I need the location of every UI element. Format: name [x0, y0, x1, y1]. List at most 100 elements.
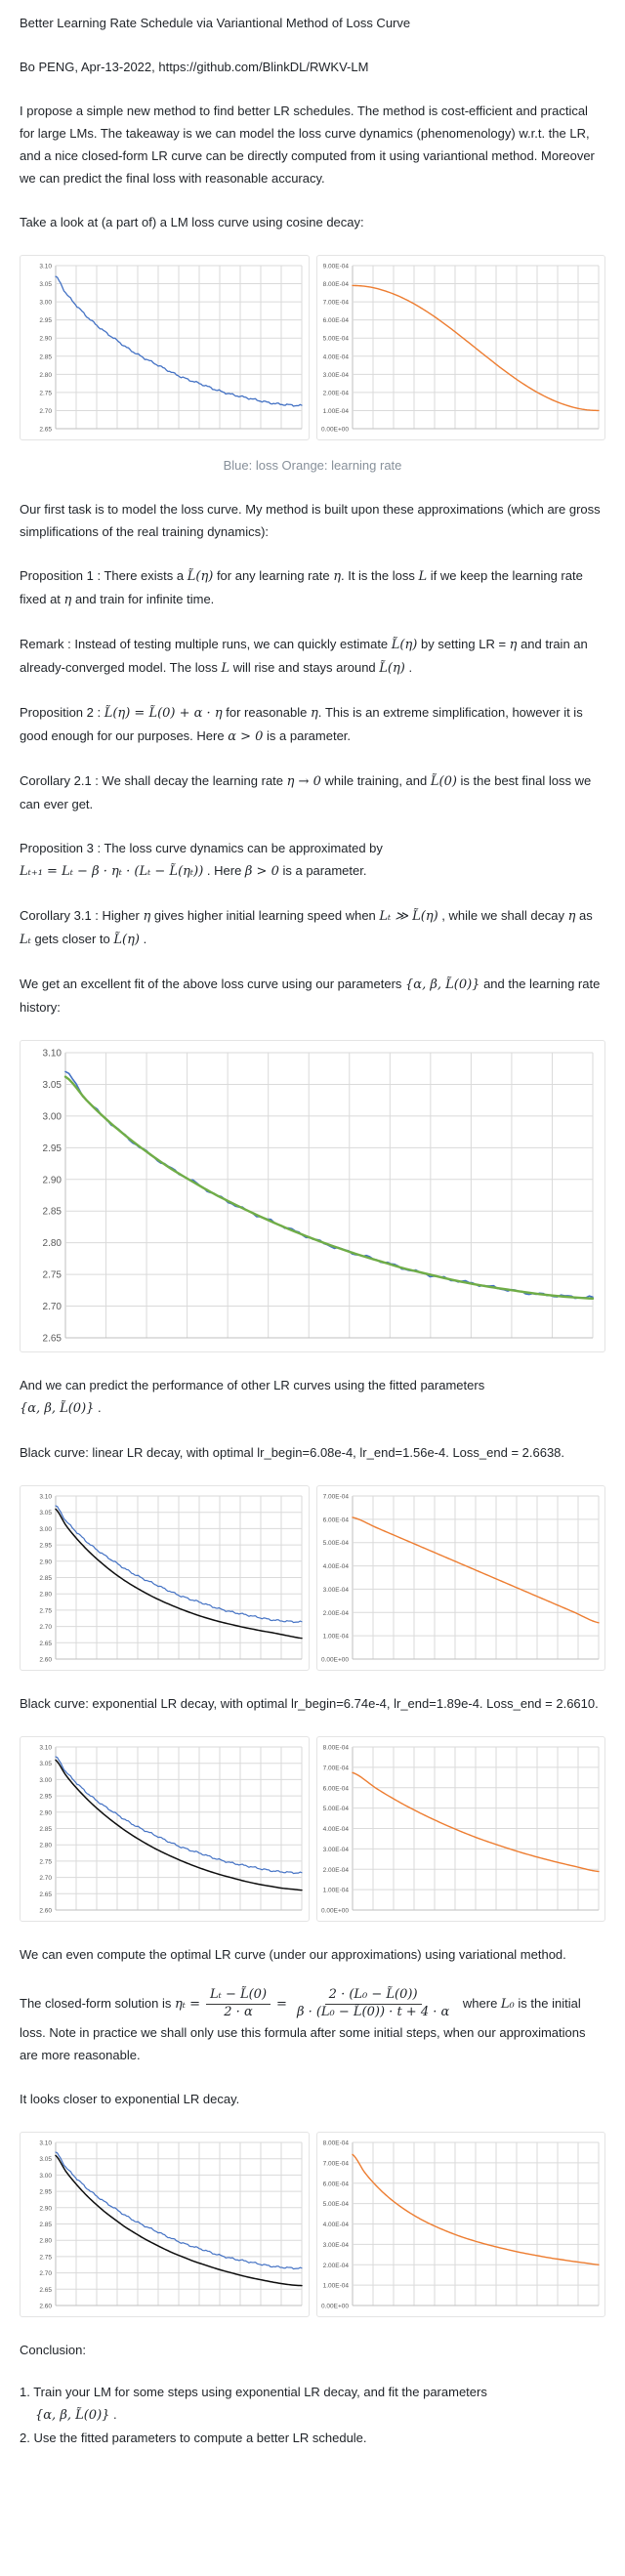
loss-chart-linear-pred: 3.10 3.05 3.00 2.95 2.90 2.85 2.80 2.75 2.70 2.65… — [20, 1485, 310, 1671]
document-page: Better Learning Rate Schedule via Varian… — [20, 16, 605, 2449]
svg-text:6.00E-04: 6.00E-04 — [322, 2181, 349, 2187]
conclusion-item-1: 1. Train your LM for some steps using ex… — [20, 2384, 487, 2423]
svg-text:2.70: 2.70 — [39, 1624, 52, 1631]
svg-text:2.00E-04: 2.00E-04 — [322, 390, 349, 396]
paragraph-variational: We can even compute the optimal LR curve… — [20, 1947, 566, 1962]
inline-math: L̃(η) — [391, 638, 418, 652]
svg-text:2.65: 2.65 — [43, 1334, 62, 1345]
chart-pair-exponential: 3.10 3.05 3.00 2.95 2.90 2.85 2.80 2.75 2.70 2.65… — [20, 1736, 605, 1922]
svg-text:2.75: 2.75 — [39, 390, 52, 396]
inline-math: L̃(η) — [379, 661, 405, 676]
inline-math: = — [276, 1996, 287, 2012]
svg-text:2.85: 2.85 — [39, 2222, 52, 2228]
svg-text:1.00E-04: 1.00E-04 — [322, 408, 349, 415]
inline-math: {α, β, L̃(0)} — [35, 2407, 110, 2423]
inline-math: α > 0 — [228, 729, 264, 744]
inline-math: L̃(0) — [430, 774, 457, 789]
paragraph-proposition-2: Proposition 2 : L̃(η) = L̃(0) + α · η fo… — [20, 705, 583, 744]
svg-text:2.95: 2.95 — [39, 2188, 52, 2195]
paragraph-intro: I propose a simple new method to find be… — [20, 104, 595, 186]
svg-text:2.80: 2.80 — [43, 1238, 62, 1249]
svg-text:1.00E-04: 1.00E-04 — [322, 2282, 349, 2289]
svg-text:1.00E-04: 1.00E-04 — [322, 1634, 349, 1641]
svg-text:4.00E-04: 4.00E-04 — [322, 1563, 349, 1570]
svg-text:3.05: 3.05 — [43, 1080, 62, 1091]
svg-text:2.65: 2.65 — [39, 2287, 52, 2294]
chart-row-fit: 3.10 3.05 3.00 2.95 2.90 2.85 2.80 2.75 2.70 2.65 — [20, 1040, 605, 1352]
paragraph-corollary-3-1: Corollary 3.1 : Higher η gives higher in… — [20, 908, 593, 947]
svg-text:3.00: 3.00 — [39, 1526, 52, 1533]
lr-chart-optimal: 8.00E-04 7.00E-04 6.00E-04 5.00E-04 4.00E-04… — [315, 2131, 605, 2317]
inline-math: {α, β, L̃(0)} — [405, 977, 480, 992]
svg-text:2.90: 2.90 — [39, 336, 52, 343]
svg-text:2.80: 2.80 — [39, 1592, 52, 1599]
inline-math: L — [221, 661, 230, 676]
svg-text:2.80: 2.80 — [39, 1843, 52, 1849]
svg-text:6.00E-04: 6.00E-04 — [322, 317, 349, 324]
svg-text:2.95: 2.95 — [39, 1794, 52, 1801]
svg-text:6.00E-04: 6.00E-04 — [322, 1785, 349, 1792]
svg-text:3.00E-04: 3.00E-04 — [322, 2242, 349, 2249]
svg-text:3.10: 3.10 — [39, 264, 52, 270]
lr-chart-cosine: 9.00E-04 8.00E-04 7.00E-04 6.00E-04 5.00E-04… — [315, 255, 605, 440]
inline-math: Lₜ ≫ L̃(η) — [379, 909, 438, 924]
svg-text:9.00E-04: 9.00E-04 — [322, 264, 349, 270]
paragraph-black-exponential: Black curve: exponential LR decay, with … — [20, 1696, 599, 1711]
svg-text:2.60: 2.60 — [39, 2303, 52, 2309]
svg-text:3.10: 3.10 — [39, 2140, 52, 2146]
svg-text:4.00E-04: 4.00E-04 — [322, 1826, 349, 1833]
svg-text:2.85: 2.85 — [39, 1575, 52, 1582]
svg-text:7.00E-04: 7.00E-04 — [322, 1494, 349, 1501]
inline-math: η — [310, 706, 318, 721]
chart-pair-optimal: 3.10 3.05 3.00 2.95 2.90 2.85 2.80 2.75 2.70 2.65… — [20, 2131, 605, 2317]
svg-text:3.10: 3.10 — [39, 1494, 52, 1501]
loss-chart-cosine: 3.10 3.05 3.00 2.95 2.90 2.85 2.80 2.75 2.70 2.65 — [20, 255, 310, 440]
svg-text:2.85: 2.85 — [39, 1826, 52, 1833]
svg-text:2.65: 2.65 — [39, 1891, 52, 1898]
conclusion-list: 1. Train your LM for some steps using ex… — [20, 2381, 605, 2449]
svg-text:2.90: 2.90 — [39, 1558, 52, 1565]
paragraph-proposition-1: Proposition 1 : There exists a L̃(η) for… — [20, 568, 583, 607]
svg-text:6.00E-04: 6.00E-04 — [322, 1517, 349, 1523]
inline-math: {α, β, L̃(0)} — [20, 1401, 95, 1416]
paragraph-closed-form: The closed-form solution is ηₜ = Lₜ − L̃(… — [20, 1987, 586, 2062]
svg-text:2.85: 2.85 — [43, 1207, 62, 1218]
svg-text:7.00E-04: 7.00E-04 — [322, 300, 349, 307]
svg-text:2.70: 2.70 — [39, 1875, 52, 1882]
inline-math: η — [143, 909, 151, 924]
svg-text:2.95: 2.95 — [43, 1143, 62, 1154]
svg-text:5.00E-04: 5.00E-04 — [322, 1540, 349, 1547]
paragraph-remark: Remark : Instead of testing multiple run… — [20, 637, 588, 676]
svg-text:3.05: 3.05 — [39, 2156, 52, 2163]
svg-text:3.10: 3.10 — [39, 1745, 52, 1752]
svg-text:3.00E-04: 3.00E-04 — [322, 1587, 349, 1594]
paragraph-corollary-2-1: Corollary 2.1 : We shall decay the learn… — [20, 773, 592, 811]
page-title: Better Learning Rate Schedule via Varian… — [20, 16, 411, 30]
chart-caption: Blue: loss Orange: learning rate — [223, 458, 402, 473]
math-fraction: 2 · (L₀ − L̃(0)) β · (L₀ − L̃(0)) · t + 4… — [296, 1987, 450, 2019]
svg-text:3.05: 3.05 — [39, 1510, 52, 1517]
svg-text:4.00E-04: 4.00E-04 — [322, 353, 349, 360]
svg-text:2.80: 2.80 — [39, 2237, 52, 2244]
paragraph-proposition-3: Proposition 3 : The loss curve dynamics … — [20, 841, 383, 879]
inline-math: η → 0 — [286, 774, 321, 789]
loss-chart-exp-pred: 3.10 3.05 3.00 2.95 2.90 2.85 2.80 2.75 2.70 2.65… — [20, 1736, 310, 1922]
byline: Bo PENG, Apr-13-2022, https://github.com… — [20, 60, 369, 74]
chart-pair-linear: 3.10 3.05 3.00 2.95 2.90 2.85 2.80 2.75 2.70 2.65… — [20, 1485, 605, 1671]
svg-text:3.05: 3.05 — [39, 1761, 52, 1767]
svg-text:5.00E-04: 5.00E-04 — [322, 1806, 349, 1812]
svg-text:3.00E-04: 3.00E-04 — [322, 1847, 349, 1853]
conclusion-item-2: 2. Use the fitted parameters to compute … — [20, 2430, 367, 2445]
svg-text:2.00E-04: 2.00E-04 — [322, 2263, 349, 2269]
svg-text:0.00E+00: 0.00E+00 — [320, 427, 348, 434]
svg-text:5.00E-04: 5.00E-04 — [322, 336, 349, 343]
inline-math: η — [63, 593, 72, 607]
chart-pair-cosine: 3.10 3.05 3.00 2.95 2.90 2.85 2.80 2.75 2.70 2.65… — [20, 255, 605, 440]
inline-math: η — [333, 569, 341, 584]
svg-text:7.00E-04: 7.00E-04 — [322, 1765, 349, 1771]
svg-text:3.10: 3.10 — [43, 1049, 62, 1059]
svg-text:2.70: 2.70 — [43, 1302, 62, 1312]
svg-text:2.95: 2.95 — [39, 1543, 52, 1550]
conclusion-heading: Conclusion: — [20, 2342, 86, 2357]
svg-text:2.60: 2.60 — [39, 1908, 52, 1915]
